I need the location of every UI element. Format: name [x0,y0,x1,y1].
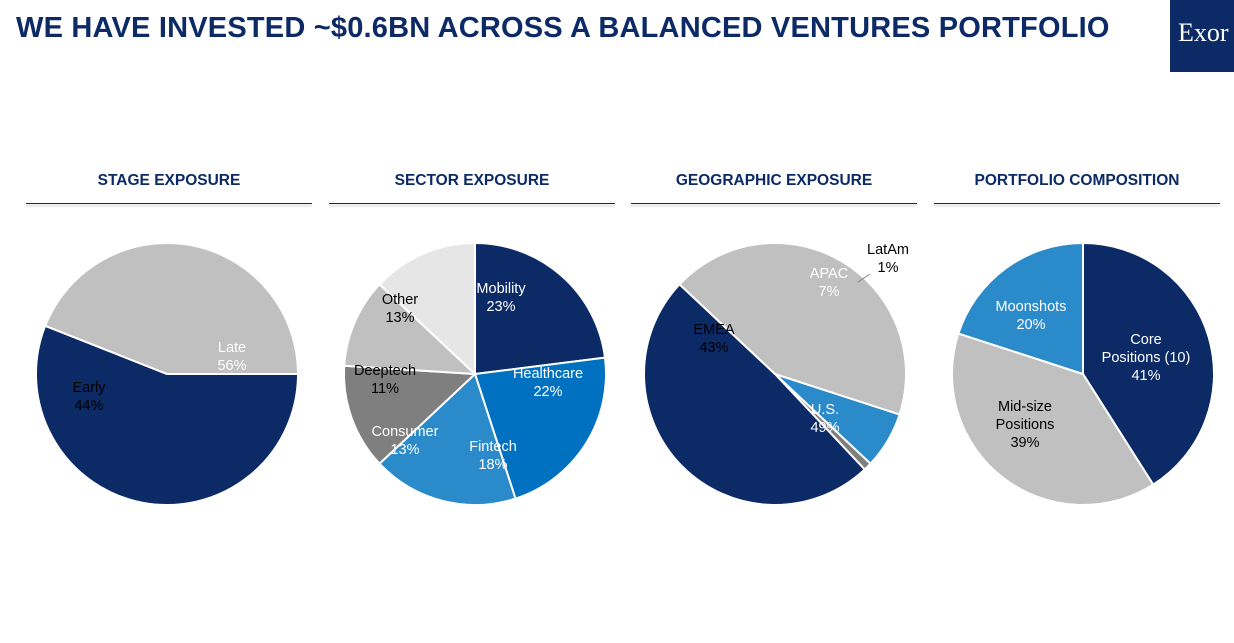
logo-text: Exor [1178,18,1229,47]
pie-slice-early [43,242,300,375]
pie-slice-u-s [643,282,867,506]
slice-label-u-s: U.S. 49% [810,402,839,436]
geographic-exposure-rule [631,203,917,204]
slice-label-consumer: Consumer 13% [372,424,439,458]
stage-exposure-rule [26,203,312,204]
pie-slice-consumer [343,364,478,466]
pie-slice-mid-size-positions [951,332,1155,506]
slice-label-core-positions-10: Core Positions (10) 41% [1102,332,1191,384]
slice-label-mid-size-positions: Mid-size Positions 39% [996,399,1055,451]
slice-label-early: Early 44% [72,380,106,414]
pie-slice-healthcare [473,356,607,500]
pie-slice-late [35,324,300,507]
slice-label-emea: EMEA 43% [693,322,734,356]
geographic-exposure-title: GEOGRAPHIC EXPOSURE [675,172,873,189]
slice-label-fintech: Fintech 18% [469,439,517,473]
latam-leader-line [857,273,871,283]
exor-logo: Exor [1170,0,1234,72]
portfolio-composition-rule [934,203,1220,204]
pie-slice-fintech [378,372,517,506]
slice-label-moonshots: Moonshots 20% [996,299,1067,333]
pie-slice-moonshots [957,241,1084,376]
slice-label-late: Late 56% [217,340,246,374]
pie-slice-deeptech [343,282,478,376]
slice-label-healthcare: Healthcare 22% [513,366,583,400]
pie-slice-emea [678,242,907,416]
portfolio-composition-title: PORTFOLIO COMPOSITION [974,172,1180,189]
slice-label-mobility: Mobility 23% [476,281,526,315]
pie-slice-other [378,241,476,377]
slice-label-other: Other 13% [382,292,418,326]
pie-slice-mobility [474,241,607,376]
sector-exposure-title: SECTOR EXPOSURE [394,172,550,189]
slice-label-latam: LatAm 1% [867,242,909,276]
stage-exposure-title: STAGE EXPOSURE [97,172,241,189]
sector-exposure-rule [329,203,615,204]
page-title: WE HAVE INVESTED ~$0.6BN ACROSS A BALANC… [16,12,1110,44]
slice-label-deeptech: Deeptech 11% [354,363,416,397]
slice-label-apac: APAC 7% [810,266,848,300]
